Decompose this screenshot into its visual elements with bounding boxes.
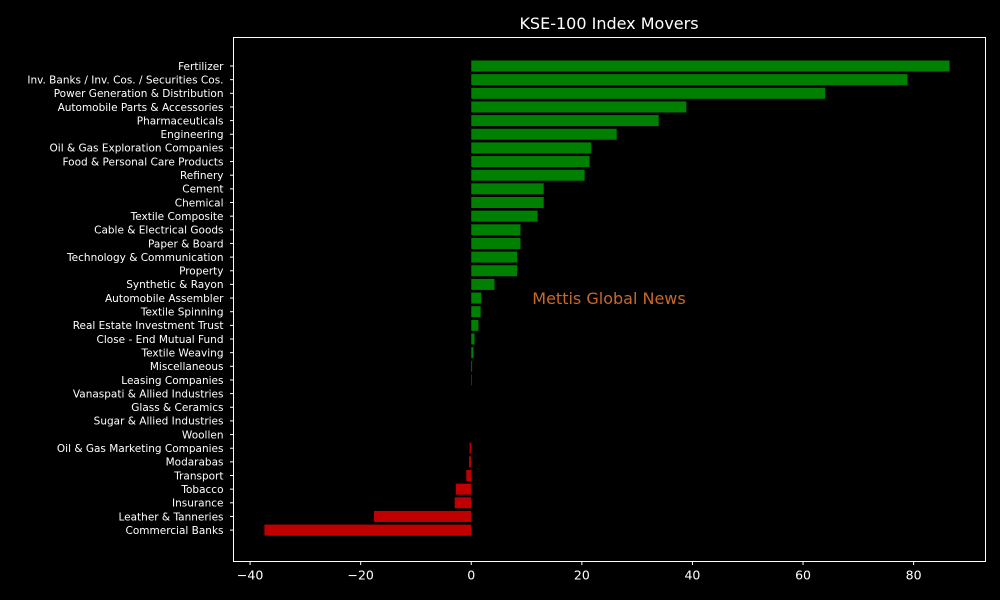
category-label: Refinery: [180, 170, 224, 182]
category-label: Woollen: [182, 429, 224, 441]
category-label: Textile Composite: [130, 211, 224, 223]
bar: [469, 442, 472, 454]
bar: [471, 251, 518, 263]
category-label: Close - End Mutual Fund: [97, 334, 224, 346]
category-label: Glass & Ceramics: [131, 402, 223, 414]
bar: [471, 128, 617, 140]
category-label: Fertilizer: [178, 61, 224, 73]
bar: [471, 319, 479, 331]
bar: [455, 483, 472, 495]
category-label: Tobacco: [180, 484, 223, 496]
category-label: Commercial Banks: [126, 525, 224, 537]
x-tick-label: 20: [574, 568, 590, 583]
category-label: Automobile Assembler: [105, 293, 224, 305]
bar: [471, 306, 481, 318]
category-label: Food & Personal Care Products: [62, 156, 223, 168]
chart-title: KSE-100 Index Movers: [519, 14, 698, 33]
x-tick-label: 40: [684, 568, 700, 583]
category-label: Cement: [182, 184, 223, 196]
x-axis-ticks: −40 −20 0 20 40 60 80: [237, 561, 922, 583]
x-tick-label: −40: [237, 568, 263, 583]
x-tick-label: 80: [906, 568, 922, 583]
category-label: Textile Spinning: [140, 307, 224, 319]
category-label: Insurance: [172, 498, 224, 510]
bar: [471, 333, 475, 345]
category-label: Cable & Electrical Goods: [94, 225, 223, 237]
category-label: Automobile Parts & Accessories: [58, 102, 224, 114]
category-label: Miscellaneous: [150, 361, 224, 373]
category-label: Inv. Banks / Inv. Cos. / Securities Cos.: [27, 74, 223, 86]
bar: [471, 142, 592, 154]
bar: [471, 347, 474, 359]
x-tick-label: −20: [347, 568, 373, 583]
bar: [471, 360, 473, 372]
category-label: Oil & Gas Exploration Companies: [50, 143, 224, 155]
category-label: Synthetic & Rayon: [126, 279, 223, 291]
plot-frame: [233, 37, 986, 562]
category-label: Oil & Gas Marketing Companies: [57, 443, 224, 455]
x-tick-label: 60: [795, 568, 811, 583]
category-label: Vanaspati & Allied Industries: [73, 388, 224, 400]
watermark: Mettis Global News: [532, 289, 685, 308]
bar: [471, 74, 908, 86]
bar: [471, 156, 590, 168]
category-label: Leasing Companies: [121, 375, 223, 387]
category-label: Modarabas: [166, 457, 224, 469]
category-label: Leather & Tanneries: [118, 511, 223, 523]
bar: [471, 169, 585, 181]
bar: [471, 60, 950, 72]
bar: [471, 115, 659, 127]
category-label: Textile Weaving: [141, 347, 224, 359]
bar: [471, 374, 472, 386]
bar: [264, 524, 472, 536]
bars-group: [264, 60, 950, 536]
bar: [469, 456, 472, 468]
category-label: Engineering: [161, 129, 224, 141]
bar: [471, 197, 544, 208]
bar: [471, 183, 544, 195]
category-label: Paper & Board: [148, 238, 223, 250]
bar: [373, 510, 472, 522]
bar: [471, 101, 687, 113]
bar: [471, 224, 521, 236]
category-label: Power Generation & Distribution: [54, 88, 224, 100]
bar: [466, 470, 472, 481]
x-tick-label: 0: [467, 568, 475, 583]
category-label: Property: [179, 266, 223, 278]
category-label: Sugar & Allied Industries: [94, 416, 224, 428]
category-label: Real Estate Investment Trust: [73, 320, 224, 332]
bar: [454, 497, 472, 509]
category-label: Pharmaceuticals: [137, 115, 224, 127]
category-label: Technology & Communication: [66, 252, 223, 264]
category-label: Transport: [173, 470, 223, 482]
bar: [471, 87, 826, 99]
bar: [471, 278, 495, 290]
bar: [471, 265, 518, 277]
bar: [471, 210, 538, 222]
bar: [471, 237, 521, 249]
bar: [471, 292, 482, 304]
category-label: Chemical: [175, 197, 224, 209]
